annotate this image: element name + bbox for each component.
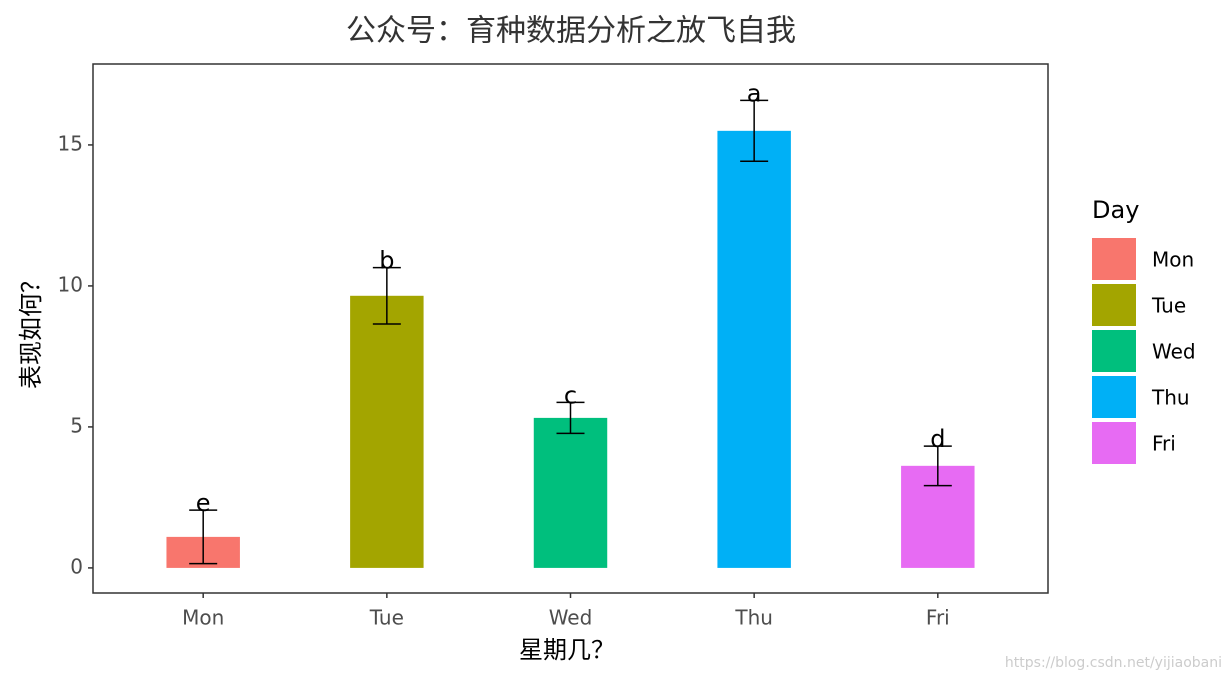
legend-key xyxy=(1092,284,1136,326)
watermark: https://blog.csdn.net/yijiaobani xyxy=(1005,655,1222,671)
bar xyxy=(717,130,791,568)
bar xyxy=(350,295,424,568)
legend-key xyxy=(1092,376,1136,418)
legend-label: Wed xyxy=(1152,340,1196,364)
y-tick-label: 15 xyxy=(58,131,83,155)
y-tick-label: 5 xyxy=(70,413,83,437)
significance-label: e xyxy=(196,489,211,517)
bar xyxy=(533,417,608,568)
x-axis-title: 星期几？ xyxy=(519,636,615,664)
panel-border xyxy=(92,63,1049,594)
x-tick-label: Wed xyxy=(549,606,593,630)
significance-label: b xyxy=(379,247,394,275)
significance-label: a xyxy=(747,79,762,107)
significance-label: c xyxy=(564,381,577,409)
x-tick-label: Thu xyxy=(734,606,773,630)
x-tick-label: Mon xyxy=(182,606,224,630)
legend-key xyxy=(1092,330,1136,372)
chart-title: 公众号：育种数据分析之放飞自我 xyxy=(346,14,796,49)
significance-label: d xyxy=(930,425,945,453)
legend-label: Tue xyxy=(1151,294,1186,318)
legend-label: Fri xyxy=(1152,432,1176,456)
legend-title: Day xyxy=(1092,196,1139,224)
y-tick-label: 10 xyxy=(58,272,83,296)
legend-label: Thu xyxy=(1151,386,1190,410)
x-tick-label: Fri xyxy=(926,606,950,630)
legend-key xyxy=(1092,238,1136,280)
x-tick-label: Tue xyxy=(369,606,404,630)
y-tick-label: 0 xyxy=(70,554,83,578)
y-axis-title: 表现如何？ xyxy=(17,269,45,389)
legend-label: Mon xyxy=(1152,248,1194,272)
legend-key xyxy=(1092,422,1136,464)
